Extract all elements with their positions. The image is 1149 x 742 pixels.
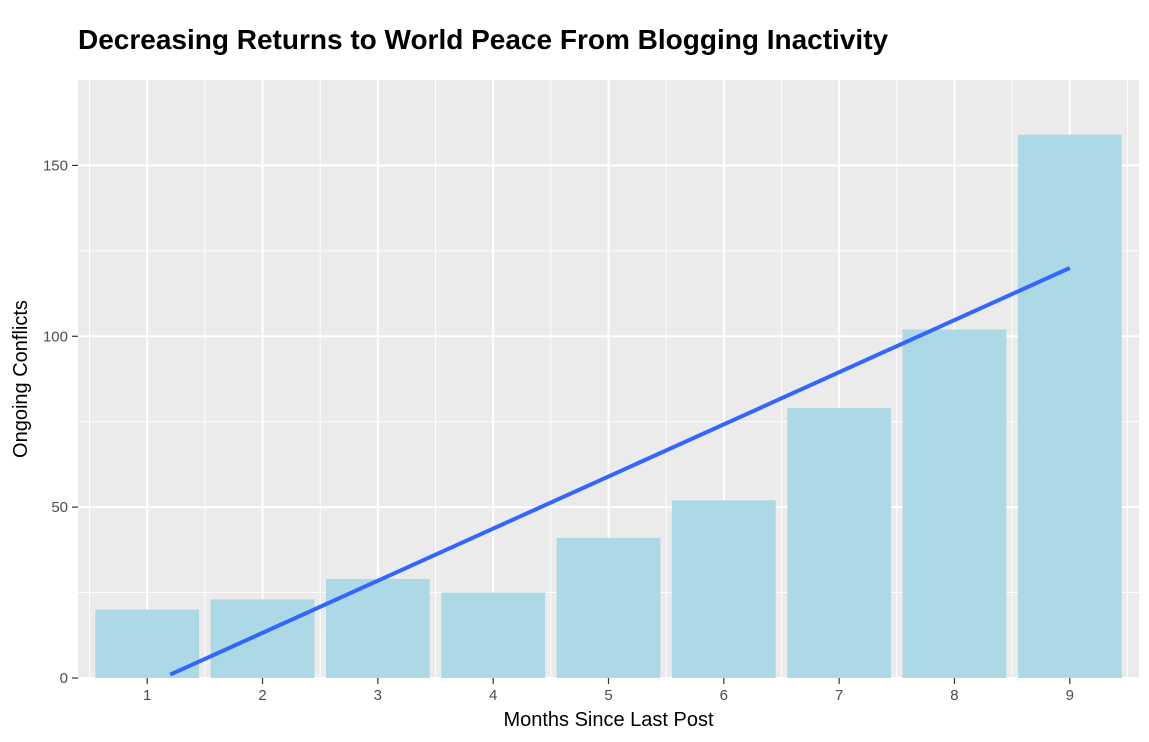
x-tick-label: 1 bbox=[143, 687, 151, 704]
bar-9 bbox=[1017, 134, 1122, 678]
y-tick-label: 150 bbox=[43, 157, 68, 174]
y-tick-label: 50 bbox=[51, 499, 68, 516]
y-axis-title: Ongoing Conflicts bbox=[10, 300, 32, 458]
bar-7 bbox=[787, 408, 892, 678]
bar-2 bbox=[210, 599, 315, 678]
bar-8 bbox=[902, 329, 1007, 678]
bar-3 bbox=[325, 578, 430, 678]
trend-layer bbox=[169, 266, 1071, 677]
y-tick-label: 100 bbox=[43, 328, 68, 345]
x-tick-label: 8 bbox=[950, 687, 958, 704]
bar-5 bbox=[556, 537, 661, 678]
x-tick-label: 3 bbox=[374, 687, 382, 704]
grid-minor bbox=[78, 80, 1139, 678]
y-axis: 0 50 100 150 bbox=[43, 157, 78, 687]
bar-4 bbox=[441, 592, 546, 678]
x-tick-label: 4 bbox=[489, 687, 497, 704]
bar-6 bbox=[671, 500, 776, 678]
x-tick-label: 2 bbox=[258, 687, 266, 704]
x-axis-title: Months Since Last Post bbox=[503, 709, 714, 731]
y-tick-label: 0 bbox=[60, 670, 68, 687]
bar-1 bbox=[95, 609, 200, 678]
x-tick-label: 6 bbox=[720, 687, 728, 704]
x-tick-label: 7 bbox=[835, 687, 843, 704]
x-tick-label: 5 bbox=[604, 687, 612, 704]
x-axis: 1 2 3 4 5 6 7 8 9 bbox=[143, 678, 1074, 704]
trend-line bbox=[169, 266, 1071, 677]
chart-title: Decreasing Returns to World Peace From B… bbox=[78, 24, 889, 55]
bars bbox=[95, 134, 1122, 678]
x-tick-label: 9 bbox=[1066, 687, 1074, 704]
